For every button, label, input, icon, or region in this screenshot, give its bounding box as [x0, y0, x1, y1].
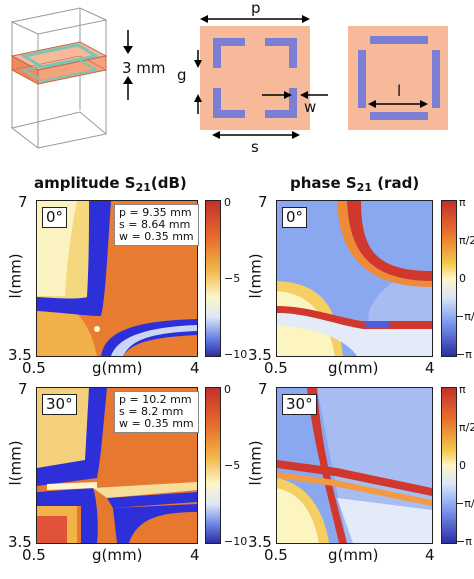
xlabel-amp-top: g(mm): [92, 359, 143, 377]
phase-tick-mhalfpi-bottom: −π/2: [455, 497, 474, 510]
inset-params-30deg: p = 10.2 mm s = 8.2 mm w = 0.35 mm: [114, 391, 199, 433]
w-label: w: [304, 98, 317, 116]
amp-tick-m10-top: −10: [224, 348, 248, 361]
colorbar-phase-top: [441, 200, 457, 357]
phase-tick-mpi-top: −π: [456, 348, 472, 361]
phase-tick-pi-top: π: [459, 196, 466, 209]
xtick-max-ph-bottom: 4: [425, 546, 435, 564]
angle-label-amp-0deg: 0°: [42, 207, 68, 228]
p-dimension-arrow: [200, 14, 310, 24]
xlabel-amp-bottom: g(mm): [92, 546, 143, 564]
phase-tick-mpi-bottom: −π: [456, 535, 472, 548]
xtick-max-amp-top: 4: [190, 359, 200, 377]
inset-params-0deg: p = 9.35 mm s = 8.64 mm w = 0.35 mm: [114, 204, 199, 246]
thickness-arrow: [118, 30, 138, 100]
ytick-max-amp-bottom: 7: [18, 380, 28, 398]
ytick-max-amp-top: 7: [18, 193, 28, 211]
xtick-min-amp-bottom: 0.5: [22, 546, 46, 564]
s-label: s: [251, 138, 259, 156]
ylabel-ph-top: l(mm): [246, 253, 265, 299]
xtick-min-ph-top: 0.5: [264, 359, 288, 377]
w-dimension-arrows: [262, 88, 330, 102]
ytick-min-amp-bottom: 3.5: [8, 533, 32, 551]
heatmap-phase-30deg: [276, 387, 433, 544]
amp-tick-m10-bottom: −10: [224, 535, 248, 548]
colorbar-amplitude-top: [205, 200, 221, 357]
phase-tick-0-top: 0: [459, 272, 466, 285]
xtick-max-ph-top: 4: [425, 359, 435, 377]
phase-title: phase S21 (rad): [290, 174, 420, 194]
s-dimension-arrow: [212, 130, 300, 140]
phase-tick-mhalfpi-top: −π/2: [455, 310, 474, 323]
unit-cell-bar-view: [348, 26, 448, 130]
phase-tick-pi-bottom: π: [459, 383, 466, 396]
p-label: p: [251, 0, 261, 17]
unit-cell-3d-view: [0, 0, 160, 160]
ylabel-amp-bottom: l(mm): [6, 440, 25, 486]
amp-tick-m5-bottom: −5: [224, 459, 241, 472]
amp-tick-0-top: 0: [224, 196, 231, 209]
l-label: l: [397, 82, 402, 100]
angle-label-phase-0deg: 0°: [282, 207, 308, 228]
xlabel-ph-top: g(mm): [328, 359, 379, 377]
phase-tick-halfpi-top: π/2: [459, 234, 474, 247]
ytick-min-ph-bottom: 3.5: [248, 533, 272, 551]
amplitude-title: amplitude S21(dB): [34, 174, 187, 194]
phase-tick-halfpi-bottom: π/2: [459, 421, 474, 434]
thickness-label: 3 mm: [122, 59, 166, 77]
amp-tick-0-bottom: 0: [224, 383, 231, 396]
ytick-max-ph-bottom: 7: [258, 380, 268, 398]
colorbar-amplitude-bottom: [205, 387, 221, 544]
xtick-min-amp-top: 0.5: [22, 359, 46, 377]
ylabel-amp-top: l(mm): [6, 253, 25, 299]
ytick-max-ph-top: 7: [258, 193, 268, 211]
ylabel-ph-bottom: l(mm): [246, 440, 265, 486]
ytick-min-amp-top: 3.5: [8, 346, 32, 364]
phase-tick-0-bottom: 0: [459, 459, 466, 472]
g-label: g: [177, 66, 187, 84]
angle-label-amp-30deg: 30°: [42, 394, 77, 415]
ytick-min-ph-top: 3.5: [248, 346, 272, 364]
heatmap-phase-0deg: [276, 200, 433, 357]
xtick-max-amp-bottom: 4: [190, 546, 200, 564]
amp-tick-m5-top: −5: [224, 272, 241, 285]
xtick-min-ph-bottom: 0.5: [264, 546, 288, 564]
xlabel-ph-bottom: g(mm): [328, 546, 379, 564]
angle-label-phase-30deg: 30°: [282, 394, 317, 415]
g-dimension-arrows: [192, 50, 204, 120]
colorbar-phase-bottom: [441, 387, 457, 544]
unit-cell-top-view: [200, 26, 310, 130]
